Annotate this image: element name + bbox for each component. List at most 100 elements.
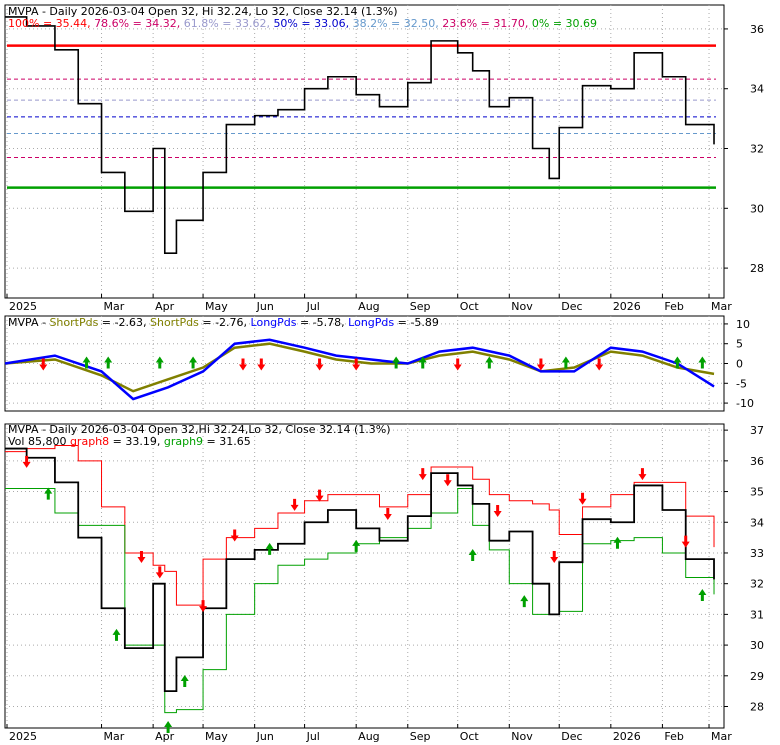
buy-arrow — [352, 539, 361, 552]
price-series — [5, 16, 715, 254]
osc-legend-item: LongPds — [251, 316, 297, 329]
y-tick-label: 28 — [750, 262, 764, 275]
x-tick-label: Dec — [561, 730, 582, 743]
signal-series — [5, 444, 715, 714]
x-tick-label: Nov — [511, 730, 533, 743]
buy-arrow — [520, 595, 529, 608]
signal-legend-item: = 31.65 — [203, 435, 251, 448]
buy-arrow — [44, 487, 53, 500]
price-panel: 36 34 32 30 28 2025 Mar Apr May Jun Jul Aug Sep Oct N… — [4, 4, 764, 313]
oscillator-signals — [39, 356, 707, 371]
y-tick-label: 29 — [750, 670, 764, 683]
buy-arrow — [418, 356, 427, 369]
x-tick-label: May — [205, 730, 228, 743]
y-tick-label: 0 — [736, 358, 743, 371]
sell-arrow — [290, 498, 299, 511]
osc-legend-item: ShortPds — [150, 316, 199, 329]
x-tick-label: Aug — [358, 730, 379, 743]
x-tick-label: Dec — [561, 300, 582, 313]
price-y-axis: 36 34 32 30 28 — [724, 23, 764, 275]
buy-arrow — [613, 536, 622, 549]
osc-legend-item: LongPds — [348, 316, 394, 329]
y-tick-label: 32 — [750, 578, 764, 591]
x-tick-label: Jul — [306, 300, 320, 313]
y-tick-label: 31 — [750, 608, 764, 621]
y-tick-label: 10 — [736, 318, 750, 331]
sell-arrow — [418, 468, 427, 481]
x-tick-label: 2025 — [9, 730, 37, 743]
x-tick-label: Aug — [358, 300, 379, 313]
osc-legend-item: MVPA - — [8, 316, 49, 329]
oscillator-series — [4, 338, 715, 401]
x-tick-label: Mar — [104, 300, 125, 313]
oscillator-panel: 10 5 0 -5 -10 MVPA - ShortPds = -2.63, Short… — [4, 315, 754, 412]
sell-arrow — [230, 529, 239, 542]
y-tick-label: 35 — [750, 486, 764, 499]
osc-legend-item: ShortPds — [49, 316, 98, 329]
x-tick-label: May — [205, 300, 228, 313]
sell-arrow — [638, 468, 647, 481]
oscillator-legend: MVPA - ShortPds = -2.63, ShortPds = -2.7… — [8, 316, 439, 329]
x-tick-label: Feb — [664, 300, 683, 313]
fib-legend-item: 100% = 35.44, — [8, 17, 94, 30]
y-tick-label: 34 — [750, 83, 764, 96]
signal-legend-item: graph8 — [70, 435, 109, 448]
buy-arrow — [485, 356, 494, 369]
fib-legend-item: 38.2% = 32.50, — [353, 17, 443, 30]
osc-legend-item: = -2.76, — [199, 316, 251, 329]
sell-arrow — [383, 508, 392, 521]
x-tick-label: Jun — [256, 730, 274, 743]
buy-arrow — [468, 549, 477, 562]
buy-arrow — [180, 674, 189, 687]
x-tick-label: Jul — [306, 730, 320, 743]
price-grid — [5, 5, 724, 298]
sell-arrow — [257, 358, 266, 371]
buy-arrow — [104, 356, 113, 369]
sell-arrow — [352, 358, 361, 371]
sell-arrow — [443, 474, 452, 487]
x-tick-label: Feb — [664, 730, 683, 743]
y-tick-label: 28 — [750, 701, 764, 714]
fib-legend-item: 0% = 30.69 — [532, 17, 597, 30]
sell-arrow — [550, 551, 559, 564]
buy-arrow — [392, 356, 401, 369]
buy-arrow — [561, 356, 570, 369]
osc-legend-item: = -5.78, — [297, 316, 349, 329]
price-x-axis: 2025 Mar Apr May Jun Jul Aug Sep Oct Nov Dec 2026 Fe… — [6, 294, 732, 313]
sell-arrow — [578, 492, 587, 505]
sell-arrow — [22, 455, 31, 468]
buy-arrow — [698, 588, 707, 601]
y-tick-label: -5 — [736, 377, 747, 390]
buy-arrow — [164, 721, 173, 733]
buy-arrow — [82, 356, 91, 369]
close-line — [5, 447, 715, 693]
y-tick-label: 30 — [750, 202, 764, 215]
signal-legend: Vol 85,800 graph8 = 33.19, graph9 = 31.6… — [8, 435, 251, 448]
y-tick-label: 5 — [736, 338, 743, 351]
x-tick-label: Oct — [460, 300, 480, 313]
x-tick-label: Mar — [711, 300, 732, 313]
sell-arrow — [493, 504, 502, 517]
buy-arrow — [265, 542, 274, 555]
signal-legend-item: = 33.19, — [109, 435, 164, 448]
sell-arrow — [453, 358, 462, 371]
sell-arrow — [39, 358, 48, 371]
y-tick-label: 33 — [750, 547, 764, 560]
y-tick-label: 36 — [750, 23, 764, 36]
y-tick-label: 30 — [750, 639, 764, 652]
y-tick-label: 34 — [750, 516, 764, 529]
y-tick-label: 36 — [750, 455, 764, 468]
buy-arrow — [112, 628, 121, 641]
sell-arrow — [155, 566, 164, 579]
y-tick-label: -10 — [736, 397, 754, 410]
signal-panel: 37 36 35 34 33 32 31 30 29 28 2025 Mar Apr May Jun Jul… — [4, 423, 764, 743]
sell-arrow — [315, 489, 324, 502]
sell-arrow — [536, 358, 545, 371]
signal-x-axis: 2025 Mar Apr May Jun Jul Aug Sep Oct Nov Dec 2026 Fe… — [6, 724, 732, 743]
oscillator-y-axis: 10 5 0 -5 -10 — [724, 318, 754, 410]
y-tick-label: 32 — [750, 143, 764, 156]
sell-arrow — [239, 358, 248, 371]
signal-y-axis: 37 36 35 34 33 32 31 30 29 28 — [724, 424, 764, 714]
x-tick-label: Oct — [460, 730, 480, 743]
sell-arrow — [137, 551, 146, 564]
